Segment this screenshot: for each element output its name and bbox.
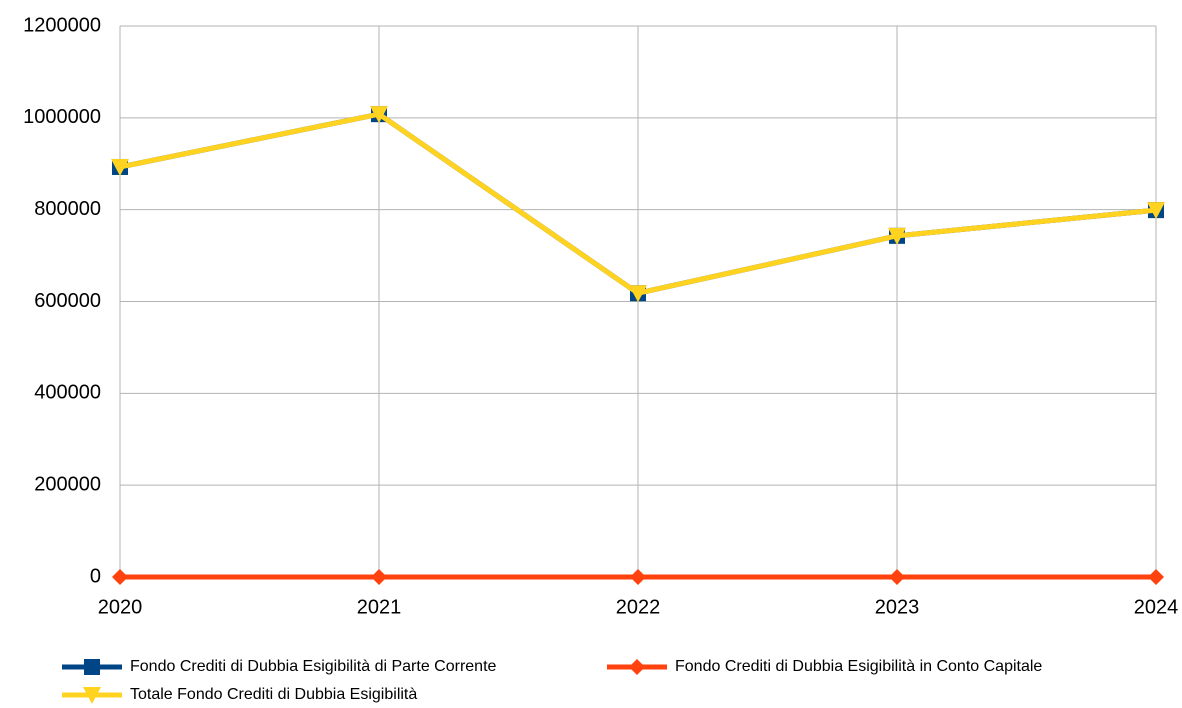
legend-label: Fondo Crediti di Dubbia Esigibilità in C… bbox=[675, 658, 1042, 675]
data-point bbox=[1148, 569, 1164, 585]
y-tick-label: 1200000 bbox=[23, 14, 101, 36]
legend-marker bbox=[83, 687, 101, 704]
data-point bbox=[889, 569, 905, 585]
data-point bbox=[1147, 202, 1165, 220]
legend-marker bbox=[84, 659, 100, 675]
data-point bbox=[888, 227, 906, 245]
data-point bbox=[629, 285, 647, 303]
x-tick-label: 2020 bbox=[98, 596, 143, 618]
y-tick-label: 200000 bbox=[34, 473, 101, 495]
data-point bbox=[112, 569, 128, 585]
y-tick-label: 600000 bbox=[34, 290, 101, 312]
legend-marker bbox=[629, 659, 645, 675]
legend-label: Fondo Crediti di Dubbia Esigibilità di P… bbox=[130, 658, 497, 675]
y-tick-label: 1000000 bbox=[23, 106, 101, 128]
y-tick-label: 400000 bbox=[34, 382, 101, 404]
x-tick-label: 2022 bbox=[616, 596, 661, 618]
data-point bbox=[370, 106, 388, 124]
y-tick-label: 0 bbox=[90, 565, 101, 587]
x-tick-label: 2023 bbox=[875, 596, 920, 618]
data-point bbox=[111, 158, 129, 176]
data-point bbox=[630, 569, 646, 585]
x-tick-label: 2021 bbox=[357, 596, 402, 618]
data-point bbox=[371, 569, 387, 585]
x-tick-label: 2024 bbox=[1134, 596, 1179, 618]
y-tick-label: 800000 bbox=[34, 198, 101, 220]
legend-label: Totale Fondo Crediti di Dubbia Esigibili… bbox=[130, 686, 417, 703]
